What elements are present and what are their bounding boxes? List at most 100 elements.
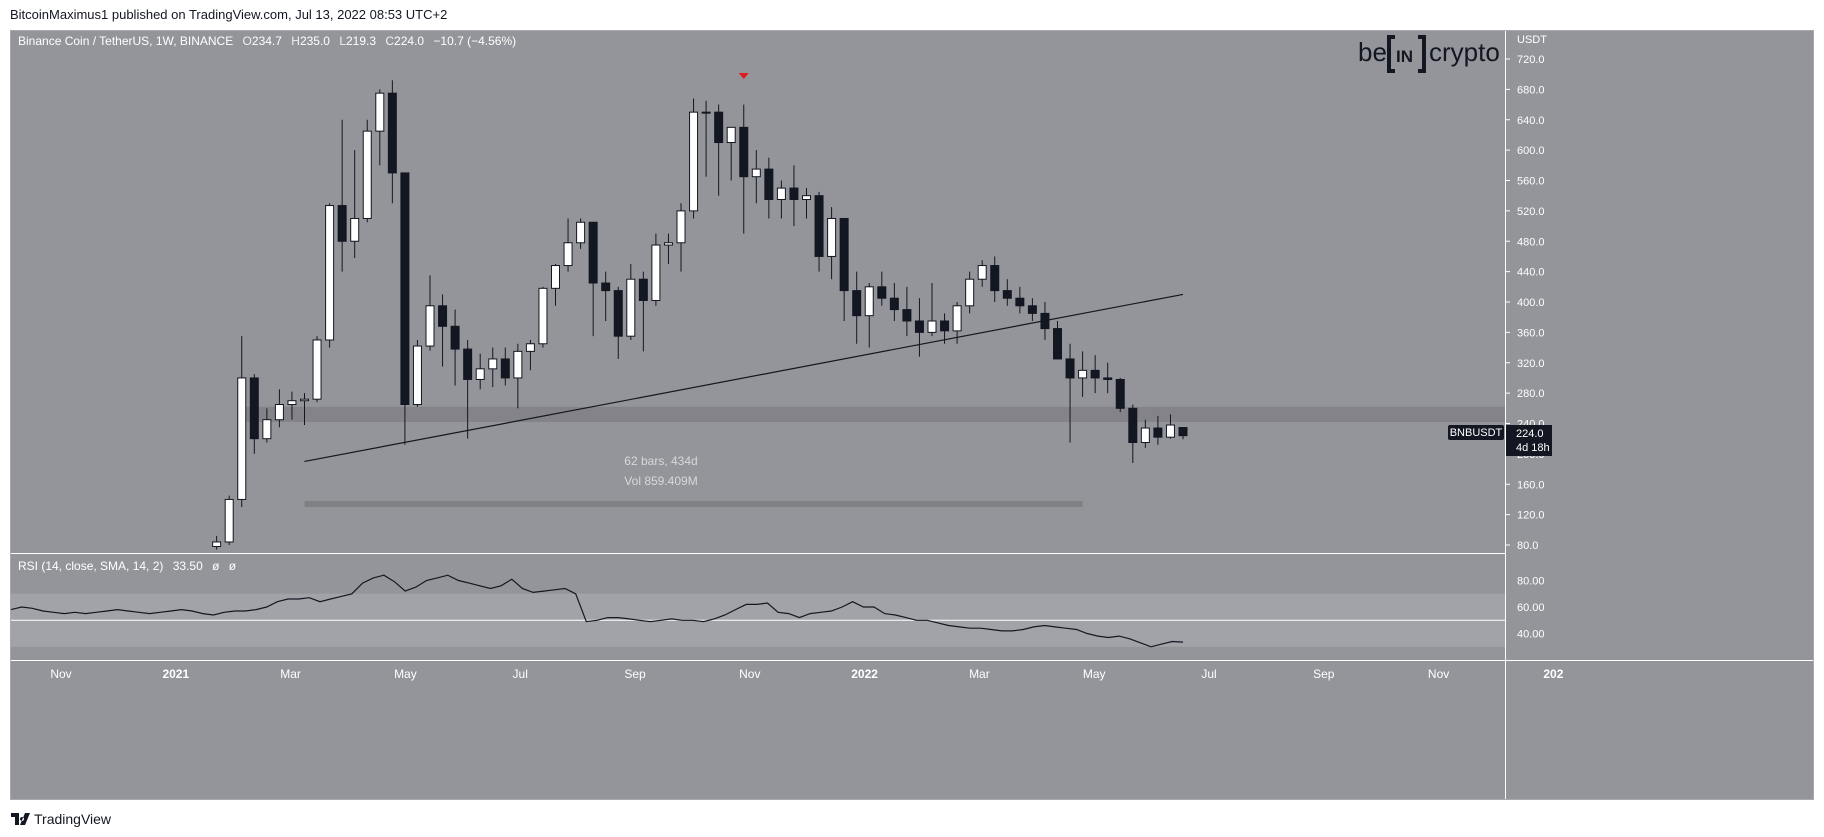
candle-body	[764, 168, 774, 200]
candle-body	[651, 244, 661, 301]
candle-body	[952, 305, 962, 332]
candle	[613, 286, 623, 359]
beincrypto-logo: be IN crypto	[1358, 35, 1500, 73]
time-axis[interactable]: Nov 2021 Mar May Jul Sep Nov 2022 Mar May Jul Sep No…	[50, 667, 1563, 681]
last-price-tag[interactable]: 224.0 4d 18h	[1506, 425, 1552, 456]
chart-canvas[interactable]: 720.0 680.0 640.0 600.0 560.0 520.0 480.0 440.0…	[10, 31, 1813, 799]
candle	[990, 256, 1000, 302]
candle	[1153, 415, 1163, 445]
candle	[400, 172, 410, 445]
candle	[927, 283, 937, 337]
overlays-layer	[304, 73, 1184, 463]
candle	[739, 104, 749, 234]
close-value: 224.0	[394, 34, 424, 48]
rsi-legend-na1: ø	[212, 559, 220, 573]
candle	[438, 294, 448, 367]
rsi-legend-na2: ø	[229, 559, 237, 573]
last-price-tag-bg	[1506, 425, 1552, 456]
measure-volume: Vol 859.409M	[624, 474, 697, 488]
candle	[475, 353, 485, 390]
candle-body	[375, 92, 385, 132]
support-zone	[239, 406, 1505, 422]
rsi-legend[interactable]: RSI (14, close, SMA, 14, 2) 33.50 ø ø	[18, 559, 237, 573]
price-tick-label: 520.0	[1517, 206, 1545, 218]
candle	[1140, 419, 1150, 448]
candle-body	[1115, 378, 1125, 409]
price-axis-bg[interactable]	[1506, 31, 1813, 799]
candle-body	[1078, 369, 1088, 379]
candle	[337, 119, 347, 272]
candle	[626, 264, 636, 340]
candle-body	[864, 286, 874, 317]
rsi-axis[interactable]: 80.00 60.00 40.00	[1517, 576, 1545, 641]
candle-body	[663, 242, 673, 246]
chart-frame[interactable]: 720.0 680.0 640.0 600.0 560.0 520.0 480.0 440.0…	[10, 30, 1814, 800]
candle-body	[1053, 328, 1062, 360]
symbol-legend[interactable]: Binance Coin / TetherUS, 1W, BINANCE O23…	[18, 34, 516, 48]
candle	[1078, 351, 1088, 397]
candle	[375, 89, 385, 166]
rsi-tick-label: 60.00	[1517, 602, 1545, 614]
candle-body	[400, 172, 410, 406]
trendline[interactable]	[304, 293, 1184, 463]
candle-body	[450, 325, 460, 350]
low-value: 219.3	[346, 34, 376, 48]
candle-body	[789, 187, 799, 200]
candle-body	[877, 286, 887, 299]
candle-body	[475, 368, 485, 380]
candles-layer	[212, 80, 1188, 550]
candle-body	[488, 358, 498, 370]
price-tick-label: 640.0	[1517, 115, 1545, 127]
candle	[701, 100, 711, 177]
candle	[1165, 414, 1175, 439]
price-tick-label: 560.0	[1517, 176, 1545, 188]
candle-body	[387, 92, 397, 174]
price-axis[interactable]: 720.0 680.0 640.0 600.0 560.0 520.0 480.0 440.0…	[1506, 54, 1545, 552]
candle-body	[287, 400, 297, 406]
publisher-text: BitcoinMaximus1 published on TradingView…	[10, 7, 448, 22]
candle	[237, 336, 247, 508]
candle-body	[212, 541, 222, 548]
candle	[325, 203, 335, 348]
candle	[425, 275, 435, 351]
candle-body	[274, 404, 284, 421]
time-axis-bg[interactable]	[11, 661, 1505, 799]
price-tick-label: 680.0	[1517, 84, 1545, 96]
candle	[889, 283, 899, 321]
candle-body	[927, 320, 937, 333]
candle	[1053, 320, 1062, 360]
candle-body	[914, 320, 924, 333]
high-label: H	[291, 34, 300, 48]
candle	[638, 271, 648, 352]
candle-body	[463, 348, 473, 380]
candle-body	[965, 278, 975, 307]
candle	[802, 188, 811, 219]
candle-body	[249, 377, 259, 440]
candle-body	[1165, 424, 1175, 438]
logo-bracket-icon	[1387, 35, 1426, 73]
candle-body	[1178, 427, 1188, 437]
candle	[1128, 404, 1138, 463]
candle	[488, 347, 498, 388]
price-tick-label: 440.0	[1517, 267, 1545, 279]
candle-body	[689, 111, 699, 212]
candle-body	[576, 221, 586, 244]
candle-body	[538, 287, 548, 345]
candle-body	[676, 210, 686, 244]
time-tick-label: Nov	[1428, 667, 1449, 681]
symbol-tag[interactable]: BNBUSDT	[1448, 425, 1504, 440]
price-pane[interactable]	[11, 31, 1505, 553]
candle	[412, 339, 422, 407]
price-tick-label: 720.0	[1517, 54, 1545, 66]
symbol-name: Binance Coin / TetherUS, 1W, BINANCE	[18, 34, 233, 48]
time-tick-label: 202	[1543, 667, 1563, 681]
candle-body	[1140, 427, 1150, 443]
high-value: 235.0	[300, 34, 330, 48]
candle	[1065, 343, 1075, 443]
candle-body	[224, 498, 234, 543]
low-label: L	[339, 34, 346, 48]
candle	[1103, 362, 1113, 394]
time-tick-label: Jul	[1201, 667, 1216, 681]
candle-body	[588, 221, 598, 284]
bar-countdown: 4d 18h	[1516, 442, 1550, 454]
